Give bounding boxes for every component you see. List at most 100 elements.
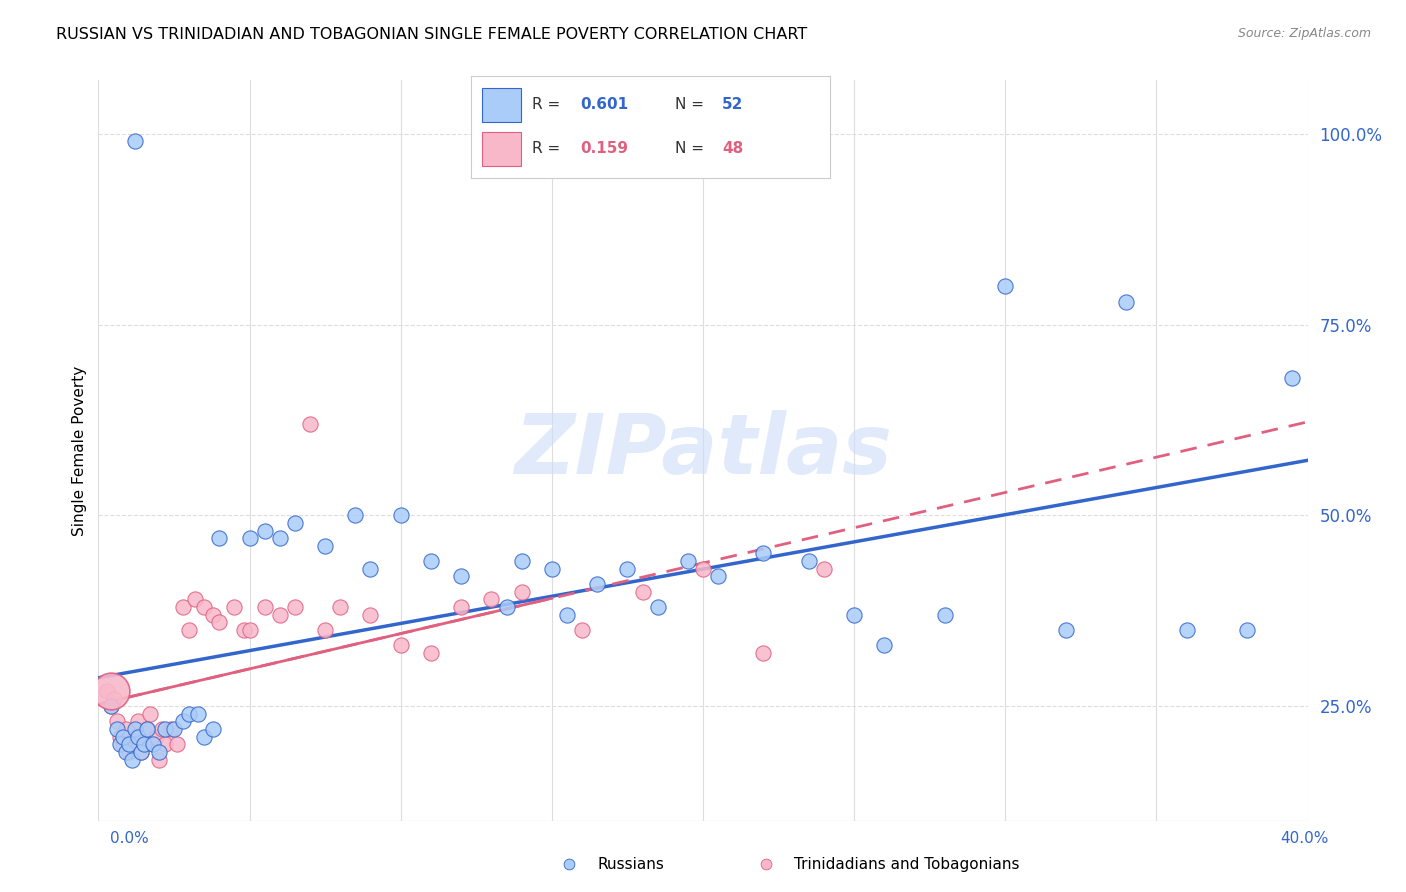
Point	[299, 417, 322, 431]
Point	[329, 599, 352, 614]
Point	[994, 279, 1017, 293]
Text: 40.0%: 40.0%	[1281, 831, 1329, 846]
Point	[1175, 623, 1198, 637]
Point	[873, 638, 896, 652]
Point	[540, 562, 562, 576]
Point	[187, 706, 209, 721]
Point	[208, 615, 231, 630]
Point	[202, 722, 225, 736]
Text: N =: N =	[675, 97, 709, 112]
Bar	[482, 88, 522, 122]
Point	[707, 569, 730, 583]
Point	[495, 599, 517, 614]
Point	[389, 508, 412, 523]
Text: 48: 48	[723, 141, 744, 156]
Point	[129, 745, 152, 759]
Point	[153, 722, 176, 736]
Point	[253, 524, 276, 538]
Point	[142, 737, 165, 751]
Point	[132, 737, 155, 751]
Point	[166, 737, 188, 751]
Text: Trinidadians and Tobagonians: Trinidadians and Tobagonians	[794, 857, 1019, 871]
Point	[692, 562, 714, 576]
Point	[360, 562, 382, 576]
Point	[105, 722, 128, 736]
Point	[571, 623, 593, 637]
Point	[132, 737, 155, 751]
Y-axis label: Single Female Poverty: Single Female Poverty	[72, 366, 87, 535]
Point	[284, 599, 307, 614]
Point	[1115, 294, 1137, 309]
Point	[1054, 623, 1077, 637]
Text: RUSSIAN VS TRINIDADIAN AND TOBAGONIAN SINGLE FEMALE POVERTY CORRELATION CHART: RUSSIAN VS TRINIDADIAN AND TOBAGONIAN SI…	[56, 27, 807, 42]
Text: Russians: Russians	[598, 857, 665, 871]
Point	[389, 638, 412, 652]
Point	[124, 134, 146, 148]
Point	[450, 599, 472, 614]
Point	[103, 691, 125, 706]
Point	[121, 737, 143, 751]
Point	[314, 539, 336, 553]
Point	[150, 722, 173, 736]
Point	[450, 569, 472, 583]
Point	[111, 730, 134, 744]
Point	[148, 753, 170, 767]
Point	[108, 737, 131, 751]
Point	[129, 745, 152, 759]
Point	[555, 607, 578, 622]
Text: R =: R =	[531, 97, 565, 112]
Text: Source: ZipAtlas.com: Source: ZipAtlas.com	[1237, 27, 1371, 40]
Point	[253, 599, 276, 614]
Point	[105, 714, 128, 729]
Point	[752, 547, 775, 561]
Point	[100, 684, 122, 698]
Point	[813, 562, 835, 576]
Point	[100, 699, 122, 714]
Point	[127, 730, 149, 744]
Point	[269, 531, 291, 545]
Point	[96, 684, 118, 698]
Point	[586, 577, 609, 591]
Point	[108, 730, 131, 744]
Point	[752, 646, 775, 660]
Point	[193, 599, 215, 614]
Point	[124, 730, 146, 744]
Point	[139, 706, 162, 721]
Point	[481, 592, 503, 607]
Point	[111, 737, 134, 751]
Point	[934, 607, 956, 622]
Point	[224, 599, 246, 614]
Point	[172, 714, 194, 729]
Point	[184, 592, 207, 607]
Point	[232, 623, 254, 637]
Point	[239, 531, 262, 545]
Point	[145, 730, 167, 744]
Point	[202, 607, 225, 622]
Point	[844, 607, 866, 622]
Point	[153, 737, 176, 751]
Point	[754, 857, 776, 871]
Point	[124, 722, 146, 736]
Point	[631, 584, 654, 599]
Point	[135, 722, 157, 736]
Bar	[482, 132, 522, 166]
Text: 52: 52	[723, 97, 744, 112]
Point	[510, 554, 533, 568]
Point	[314, 623, 336, 637]
Point	[344, 508, 367, 523]
Point	[676, 554, 699, 568]
Point	[179, 706, 201, 721]
Point	[114, 722, 136, 736]
Point	[269, 607, 291, 622]
Text: R =: R =	[531, 141, 565, 156]
Point	[616, 562, 638, 576]
Point	[208, 531, 231, 545]
Point	[135, 722, 157, 736]
Point	[148, 745, 170, 759]
Text: ZIPatlas: ZIPatlas	[515, 410, 891, 491]
Point	[558, 857, 581, 871]
Point	[647, 599, 669, 614]
Point	[100, 699, 122, 714]
Point	[118, 737, 141, 751]
Point	[420, 554, 443, 568]
